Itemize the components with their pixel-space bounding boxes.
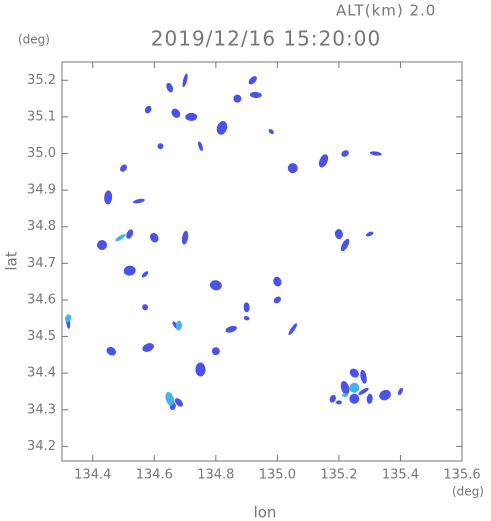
echo bbox=[349, 368, 359, 378]
echo bbox=[166, 82, 174, 93]
echo bbox=[181, 230, 189, 245]
echo bbox=[211, 347, 220, 356]
echo bbox=[198, 141, 203, 151]
x-tick-label: 135.0 bbox=[259, 468, 296, 483]
echo bbox=[175, 320, 182, 331]
y-tick-label: 34.8 bbox=[27, 219, 56, 234]
echo bbox=[144, 105, 152, 114]
y-tick-label: 34.9 bbox=[27, 183, 56, 198]
echo bbox=[379, 389, 391, 401]
echo bbox=[360, 369, 367, 384]
echo bbox=[195, 362, 206, 377]
echo bbox=[126, 229, 134, 239]
echo bbox=[233, 94, 242, 103]
echo bbox=[171, 108, 181, 118]
echo bbox=[341, 150, 349, 157]
y-tick-label: 34.2 bbox=[27, 439, 56, 454]
echo bbox=[106, 346, 116, 356]
echo bbox=[268, 129, 274, 135]
echo bbox=[288, 323, 298, 336]
echo bbox=[248, 76, 257, 85]
echo bbox=[334, 229, 343, 240]
echo bbox=[366, 393, 373, 404]
echo bbox=[397, 387, 403, 396]
echo bbox=[150, 232, 159, 243]
echo bbox=[349, 393, 360, 404]
x-axis-label: lon bbox=[254, 504, 277, 521]
chart-title: 2019/12/16 15:20:00 bbox=[151, 27, 381, 51]
x-tick-label: 135.4 bbox=[382, 468, 419, 483]
echo bbox=[120, 164, 128, 172]
echo bbox=[243, 316, 250, 321]
x-tick-label: 135.2 bbox=[320, 468, 357, 483]
echo bbox=[141, 271, 149, 278]
echo bbox=[65, 314, 72, 323]
echo bbox=[165, 391, 174, 406]
echo bbox=[133, 198, 145, 204]
echo bbox=[349, 382, 360, 393]
x-tick-label: 134.8 bbox=[197, 468, 234, 483]
echo bbox=[340, 380, 350, 395]
echo bbox=[142, 343, 154, 352]
echo bbox=[273, 276, 282, 287]
echo bbox=[249, 91, 262, 98]
echo bbox=[287, 163, 298, 174]
echo bbox=[329, 394, 336, 403]
echo bbox=[123, 265, 136, 276]
x-tick-label: 134.6 bbox=[136, 468, 173, 483]
echo bbox=[216, 121, 228, 135]
echo bbox=[142, 304, 149, 311]
echo bbox=[185, 112, 198, 121]
echo bbox=[340, 238, 350, 252]
x-unit: (deg) bbox=[452, 485, 484, 499]
echo bbox=[365, 231, 374, 237]
plot-frame bbox=[61, 61, 463, 462]
echo bbox=[273, 296, 282, 304]
echo bbox=[369, 151, 382, 156]
y-tick-label: 35.2 bbox=[27, 73, 56, 88]
y-unit: (deg) bbox=[18, 33, 50, 47]
y-tick-label: 35.1 bbox=[27, 109, 56, 124]
y-tick-label: 34.4 bbox=[27, 366, 56, 381]
echo bbox=[342, 393, 349, 398]
echo bbox=[157, 143, 164, 150]
echo bbox=[335, 400, 342, 405]
y-tick-label: 34.5 bbox=[27, 329, 56, 344]
echo bbox=[97, 240, 107, 251]
y-axis-label: lat bbox=[3, 251, 21, 270]
echo bbox=[104, 190, 113, 205]
x-tick-label: 134.4 bbox=[74, 468, 111, 483]
x-tick-label: 135.6 bbox=[443, 468, 480, 483]
echo bbox=[318, 154, 329, 168]
y-tick-label: 35.0 bbox=[27, 146, 56, 161]
altitude-label: ALT(km) 2.0 bbox=[336, 2, 436, 20]
echo bbox=[182, 73, 188, 88]
echo bbox=[115, 234, 126, 242]
echo bbox=[225, 325, 238, 333]
echo bbox=[174, 398, 183, 407]
echo bbox=[358, 387, 369, 396]
y-tick-label: 34.3 bbox=[27, 402, 56, 417]
echo bbox=[209, 280, 222, 291]
echo bbox=[243, 302, 250, 313]
y-tick-label: 34.6 bbox=[27, 292, 56, 307]
y-tick-label: 34.7 bbox=[27, 256, 56, 271]
